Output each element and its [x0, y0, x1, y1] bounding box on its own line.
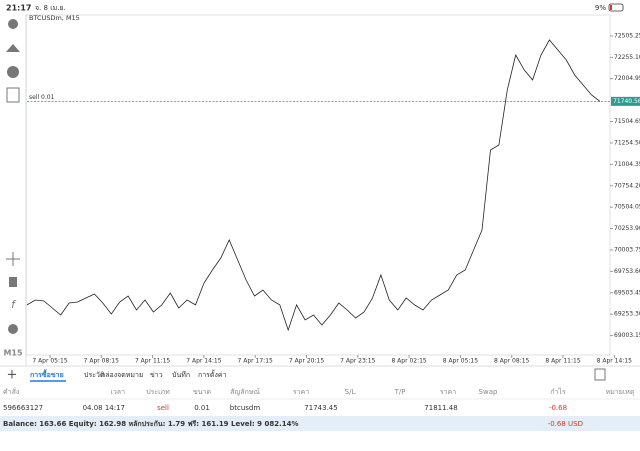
cell-time: 04.08 14:17 — [83, 404, 125, 412]
candle-icon[interactable] — [9, 277, 17, 287]
account-summary: Balance: 163.66 Equity: 162.98 หลักประกั… — [3, 420, 298, 428]
battery-level — [610, 5, 612, 10]
cell-type: sell — [157, 404, 169, 412]
y-tick-label: 69503.45 — [614, 289, 640, 296]
date: จ. 8 เม.ย. — [35, 4, 66, 12]
footer-bar — [0, 416, 640, 431]
trade-icon[interactable] — [6, 44, 20, 52]
cell-order: 596663127 — [3, 404, 43, 412]
column-header: S/L — [345, 388, 356, 396]
battery-icon — [608, 3, 624, 12]
objects-icon[interactable] — [8, 324, 18, 334]
column-header: ขนาด — [193, 388, 211, 396]
order-line-label: sell 0.01 — [29, 94, 55, 101]
toolbar: f — [6, 19, 20, 334]
column-header: คำสั่ง — [3, 387, 19, 396]
x-tick-label: 8 Apr 08:15 — [494, 358, 529, 365]
cell-symbol: btcusdm — [230, 404, 261, 412]
y-tick-label: 71254.50 — [614, 139, 640, 146]
price-line — [26, 39, 601, 332]
add-button[interactable]: + — [7, 368, 18, 383]
y-tick-label: 72505.25 — [614, 32, 640, 39]
cell-current-price: 71811.48 — [424, 404, 457, 412]
x-tick-label: 8 Apr 02:15 — [391, 358, 426, 365]
x-tick-label: 8 Apr 05:15 — [443, 358, 478, 365]
y-tick-label: 69753.60 — [614, 268, 640, 275]
column-header: T/P — [394, 388, 406, 396]
battery-percent: 9% — [595, 4, 606, 12]
y-tick-label: 72255.10 — [614, 54, 640, 61]
cell-volume: 0.01 — [194, 404, 210, 412]
tab[interactable]: ข่าว — [150, 371, 163, 379]
y-tick-label: 69003.15 — [614, 332, 640, 339]
y-tick-label: 70253.90 — [614, 225, 640, 232]
table: คำสั่ง เวลา ประเภท ขนาด สัญลักษณ์ ราคา S/L T/P ร… — [0, 387, 640, 412]
x-tick-label: 7 Apr 11:15 — [135, 358, 170, 365]
chat-icon[interactable] — [7, 66, 19, 78]
tab[interactable]: ประวัติ — [84, 371, 105, 379]
column-header: สัญลักษณ์ — [230, 388, 260, 396]
y-tick-label: 69253.30 — [614, 311, 640, 318]
cell-open-price: 71743.45 — [304, 404, 337, 412]
y-tick-label: 72004.95 — [614, 75, 640, 82]
column-header: กำไร — [550, 387, 566, 396]
y-tick-label: 71504.65 — [614, 118, 640, 125]
x-tick-label: 7 Apr 14:15 — [186, 358, 221, 365]
y-tick-label: 70754.20 — [614, 182, 640, 189]
cell-profit: -0.68 — [549, 404, 567, 412]
chart: 72505.25 72255.10 72004.95 71504.65 71254.50… — [26, 32, 640, 365]
x-tick-label: 7 Apr 23:15 — [340, 358, 375, 365]
y-tick-label: 70504.05 — [614, 204, 640, 211]
tab[interactable]: การตั้งค่า — [198, 368, 227, 379]
column-header: ประเภท — [146, 388, 170, 396]
total-profit: -0.68 USD — [548, 420, 583, 428]
x-tick-label: 7 Apr 20:15 — [289, 358, 324, 365]
price-tag-label: 71740.56 — [613, 98, 640, 105]
account-icon[interactable] — [8, 19, 18, 29]
y-tick-label: 70003.75 — [614, 246, 640, 253]
tab[interactable]: การซื้อขาย — [30, 368, 64, 379]
timeframe[interactable]: M15 — [3, 349, 23, 358]
tab[interactable]: กล่องจดหมาย — [101, 371, 143, 379]
indicator-icon[interactable]: f — [11, 298, 17, 311]
column-header: ราคา — [440, 388, 456, 396]
x-tick-label: 7 Apr 08:15 — [84, 358, 119, 365]
panel-icon[interactable] — [594, 368, 606, 381]
x-tick-label: 8 Apr 14:15 — [597, 358, 632, 365]
chart-symbol: BTCUSDm, M15 — [29, 14, 80, 22]
tab[interactable]: บันทึก — [172, 370, 190, 379]
column-header: หมายเหตุ — [606, 388, 635, 396]
column-header: เวลา — [110, 388, 125, 396]
column-header: Swap — [479, 388, 498, 396]
x-tick-label: 7 Apr 05:15 — [32, 358, 67, 365]
tabs: การซื้อขาย ประวัติกล่องจดหมาย ข่าว บันทึก กา… — [30, 368, 227, 382]
crosshair-icon[interactable] — [6, 252, 20, 266]
clock: 21:17 — [6, 4, 31, 13]
x-tick-label: 7 Apr 17:15 — [238, 358, 273, 365]
new-icon[interactable] — [6, 87, 20, 103]
column-header: ราคา — [293, 388, 309, 396]
chart-frame — [25, 14, 611, 356]
y-tick-label: 71004.35 — [614, 161, 640, 168]
price-tag — [611, 96, 640, 106]
x-tick-label: 8 Apr 11:15 — [545, 358, 580, 365]
